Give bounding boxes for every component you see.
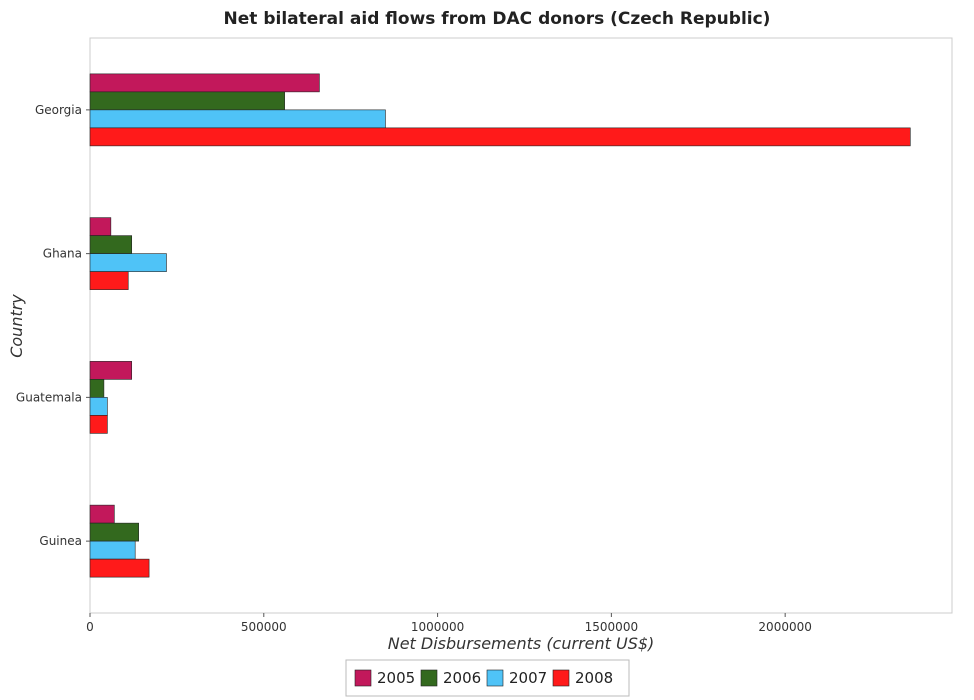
x-tick-label: 500000 bbox=[241, 620, 287, 634]
x-tick-label: 1500000 bbox=[585, 620, 638, 634]
chart-title: Net bilateral aid flows from DAC donors … bbox=[224, 9, 771, 29]
bar-guatemala-2006 bbox=[89, 379, 105, 398]
bar-guinea-2006 bbox=[89, 522, 139, 542]
legend-label-2008: 2008 bbox=[575, 669, 613, 687]
plot-frame bbox=[89, 37, 953, 614]
x-tick-label: 2000000 bbox=[758, 620, 811, 634]
y-tick-label-guinea: Guinea bbox=[39, 534, 82, 548]
bar-guatemala-2008 bbox=[89, 415, 108, 434]
bar-guatemala-2007 bbox=[89, 397, 108, 416]
plot-area bbox=[89, 37, 953, 614]
legend-label-2005: 2005 bbox=[377, 669, 415, 687]
legend-label-2007: 2007 bbox=[509, 669, 547, 687]
legend-swatch-2007 bbox=[486, 669, 504, 687]
bar-guatemala-2005 bbox=[89, 361, 133, 380]
bar-ghana-2006 bbox=[89, 235, 133, 254]
bar-ghana-2005 bbox=[89, 217, 112, 236]
x-axis-title: Net Disbursements (current US$) bbox=[388, 634, 655, 653]
bar-georgia-2008 bbox=[89, 127, 911, 147]
legend-label-2006: 2006 bbox=[443, 669, 481, 687]
legend-swatch-2005 bbox=[354, 669, 372, 687]
bar-guinea-2005 bbox=[89, 504, 115, 524]
bars-group bbox=[89, 73, 911, 578]
bar-georgia-2006 bbox=[89, 91, 285, 111]
y-axis-ticks: Georgia Ghana Guatemala Guinea bbox=[16, 103, 90, 548]
legend-swatch-2008 bbox=[552, 669, 570, 687]
x-tick-label: 0 bbox=[86, 620, 94, 634]
legend-swatch-2006 bbox=[420, 669, 438, 687]
bar-georgia-2005 bbox=[89, 73, 320, 93]
y-tick-label-ghana: Ghana bbox=[43, 247, 82, 261]
bar-guinea-2007 bbox=[89, 540, 136, 560]
y-axis-title: Country bbox=[7, 294, 26, 358]
bar-guinea-2008 bbox=[89, 558, 150, 578]
x-tick-label: 1000000 bbox=[411, 620, 464, 634]
bar-georgia-2007 bbox=[89, 109, 386, 129]
bar-ghana-2007 bbox=[89, 253, 167, 272]
legend: 2005 2006 2007 2008 bbox=[345, 659, 630, 697]
y-tick-label-guatemala: Guatemala bbox=[16, 390, 82, 404]
y-tick-label-georgia: Georgia bbox=[35, 103, 82, 117]
x-axis-ticks: 0 500000 1000000 1500000 2000000 bbox=[86, 613, 812, 634]
bar-ghana-2008 bbox=[89, 271, 129, 290]
